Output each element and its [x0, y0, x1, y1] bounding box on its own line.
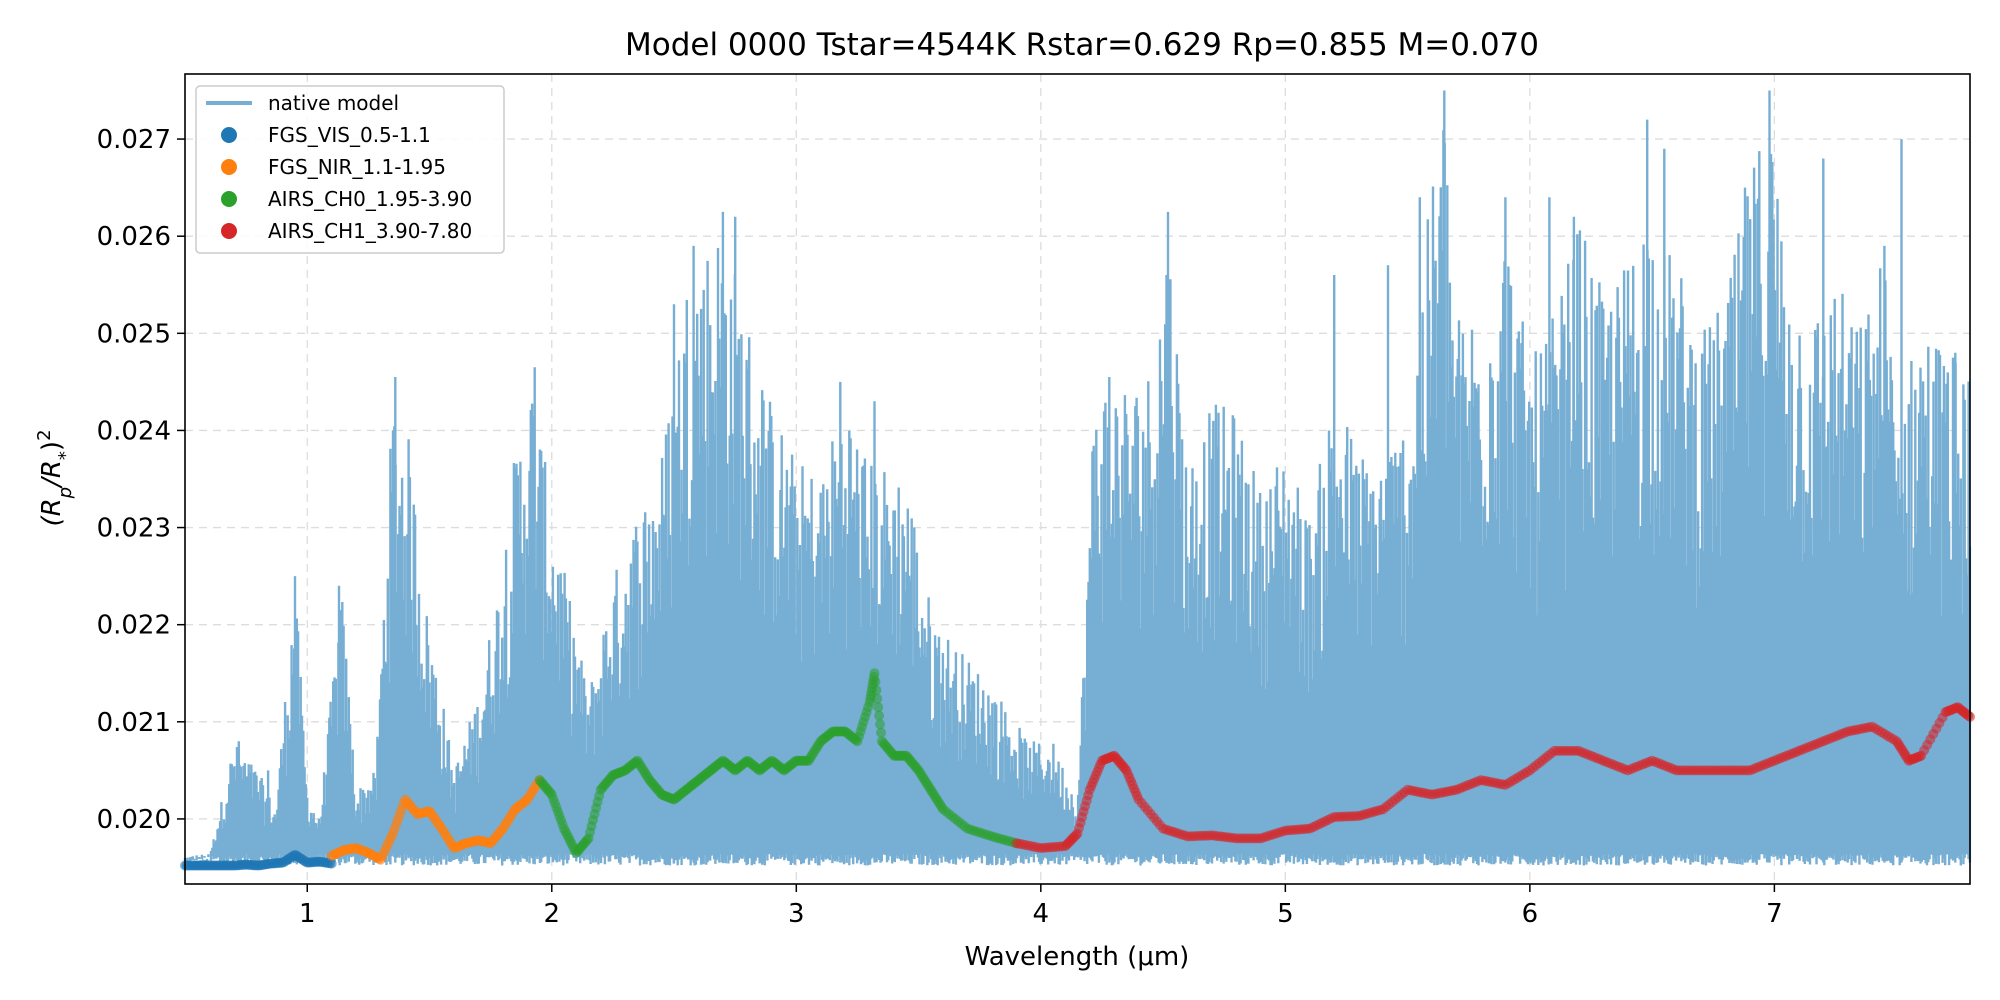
plot-frame: [184, 73, 1971, 885]
series-fgs-vis-0-5-1-1: [180, 849, 337, 871]
legend-swatch-airs-ch0: [221, 191, 237, 207]
y-axis-title-sub2: *: [55, 451, 76, 460]
x-tick-label: 6: [1522, 899, 1539, 929]
y-tick-label: 0.020: [97, 805, 171, 835]
y-tick-label: 0.025: [97, 319, 171, 349]
x-tick-label: 1: [299, 899, 316, 929]
legend-label-fgs-vis: FGS_VIS_0.5-1.1: [268, 123, 431, 147]
interp-point: [325, 858, 336, 869]
legend-label-fgs-nir: FGS_NIR_1.1-1.95: [268, 155, 446, 179]
x-tick-label: 4: [1033, 899, 1050, 929]
interp-point: [870, 676, 881, 687]
y-tick-label: 0.024: [97, 416, 171, 446]
x-tick-label: 2: [544, 899, 561, 929]
interp-point: [1083, 790, 1094, 801]
legend-label-native-model: native model: [268, 91, 399, 115]
y-axis-title-base: (R: [37, 498, 67, 526]
series-airs-ch1-3-90-7-80: [1011, 702, 1975, 854]
legend-label-airs-ch1: AIRS_CH1_3.90-7.80: [268, 219, 472, 243]
legend-label-airs-ch0: AIRS_CH0_1.95-3.90: [268, 187, 472, 211]
interp-point: [1132, 790, 1143, 801]
y-axis: 0.020 0.021 0.022 0.023 0.024 0.025 0.026 0.027: [97, 125, 185, 835]
interp-point: [874, 710, 885, 721]
interp-point: [873, 702, 884, 713]
interp-point: [871, 685, 882, 696]
y-tick-label: 0.022: [97, 611, 171, 641]
binned-series: [180, 668, 1975, 871]
legend-box: [195, 85, 505, 254]
y-axis-title-sub1: p: [55, 487, 76, 499]
x-axis-title: Wavelength (μm): [965, 942, 1190, 972]
x-tick-label: 3: [788, 899, 805, 929]
y-axis-title: (Rp/R*)2: [34, 429, 76, 526]
series-fgs-nir-1-1-1-95: [326, 775, 545, 865]
legend-swatch-fgs-vis: [221, 127, 237, 143]
legend: native model FGS_VIS_0.5-1.1 FGS_NIR_1.1…: [195, 85, 505, 254]
interp-point: [1963, 710, 1974, 721]
y-tick-label: 0.021: [97, 708, 171, 738]
y-axis-title-mid: /R: [37, 460, 67, 489]
chart-title: Model 0000 Tstar=4544K Rstar=0.629 Rp=0.…: [625, 27, 1539, 63]
interp-point: [386, 831, 397, 842]
y-tick-label: 0.027: [97, 125, 171, 155]
y-axis-title-sup: 2: [34, 429, 55, 440]
x-tick-label: 7: [1766, 899, 1783, 929]
y-tick-label: 0.023: [97, 514, 171, 544]
y-axis-title-close: ): [37, 441, 67, 451]
interp-point: [594, 790, 605, 801]
interp-point: [875, 719, 885, 730]
interp-point: [872, 693, 883, 704]
interp-point: [863, 702, 874, 713]
interp-point: [581, 835, 592, 846]
interp-point: [876, 727, 886, 738]
x-tick-label: 5: [1277, 899, 1294, 929]
legend-swatch-airs-ch1: [221, 223, 237, 239]
x-axis: 1 2 3 4 5 6 7: [299, 884, 1783, 929]
y-tick-label: 0.026: [97, 222, 171, 252]
legend-swatch-fgs-nir: [221, 159, 237, 175]
series-airs-ch0-1-95-3-90: [534, 668, 1022, 858]
